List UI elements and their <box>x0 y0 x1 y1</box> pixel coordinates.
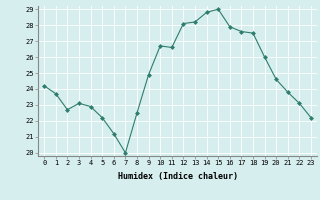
X-axis label: Humidex (Indice chaleur): Humidex (Indice chaleur) <box>118 172 238 181</box>
